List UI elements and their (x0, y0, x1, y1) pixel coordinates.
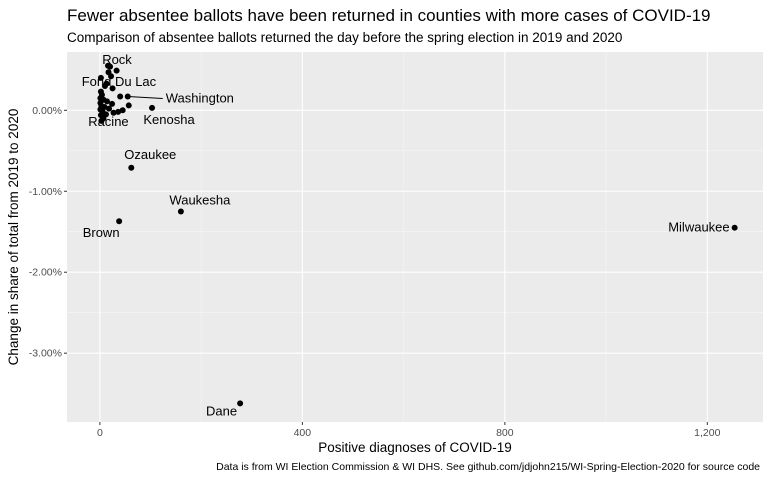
point-label: Waukesha (169, 192, 231, 207)
chart-title: Fewer absentee ballots have been returne… (67, 6, 711, 25)
data-point (110, 109, 117, 116)
y-axis-ticks: 0.00% -1.00% -2.00% -3.00% (29, 105, 67, 360)
y-tick-label: -3.00% (29, 348, 62, 360)
data-point (103, 80, 110, 87)
point-label: Fond Du Lac (82, 74, 157, 89)
y-tick-label: -1.00% (29, 186, 62, 198)
data-point (125, 102, 132, 109)
point-labels: Milwaukee Dane Waukesha Ozaukee Brown Kenosha… (82, 52, 730, 419)
x-tick-label: 400 (294, 427, 312, 439)
x-tick-label: 1,200 (694, 427, 720, 439)
data-point (98, 117, 105, 124)
data-points (97, 62, 738, 407)
x-axis-ticks: 0 400 800 1,200 (97, 422, 721, 439)
data-point (119, 107, 126, 114)
data-point (115, 108, 122, 115)
point-label: Milwaukee (668, 220, 729, 235)
data-point (103, 98, 110, 105)
data-point (128, 164, 135, 171)
data-point (97, 74, 104, 81)
plot-panel (67, 52, 763, 422)
data-point (107, 63, 114, 70)
data-point (731, 224, 738, 231)
point-label: Ozaukee (124, 147, 176, 162)
data-point (237, 400, 244, 407)
data-point (109, 100, 116, 107)
major-gridlines (67, 52, 763, 422)
label-connectors (127, 96, 163, 100)
data-point (116, 218, 123, 225)
label-connector-line (127, 96, 163, 100)
chart-subtitle: Comparison of absentee ballots returned … (67, 30, 622, 45)
data-point (177, 208, 184, 215)
point-label: Dane (206, 403, 237, 418)
y-tick-label: 0.00% (32, 105, 62, 117)
data-point (117, 93, 124, 100)
x-tick-label: 800 (496, 427, 514, 439)
chart-caption: Data is from WI Election Commission & WI… (216, 461, 760, 473)
x-axis-title: Positive diagnoses of COVID-19 (318, 440, 512, 455)
minor-gridlines (67, 52, 763, 422)
point-label: Kenosha (143, 112, 195, 127)
point-label: Racine (88, 114, 128, 129)
data-point (106, 105, 113, 112)
y-tick-label: -2.00% (29, 267, 62, 279)
data-point (113, 67, 120, 74)
data-point (108, 73, 115, 80)
x-tick-label: 0 (97, 427, 103, 439)
point-label: Rock (102, 52, 132, 67)
data-point (149, 104, 156, 111)
point-label: Washington (166, 91, 234, 106)
data-point (124, 93, 131, 100)
data-point (109, 85, 116, 92)
y-axis-title: Change in share of total from 2019 to 20… (6, 109, 21, 366)
point-label: Brown (83, 225, 120, 240)
